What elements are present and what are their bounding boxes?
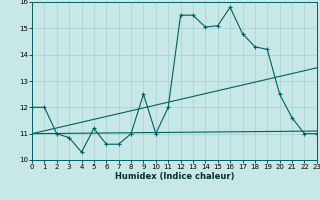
X-axis label: Humidex (Indice chaleur): Humidex (Indice chaleur) [115,172,234,181]
